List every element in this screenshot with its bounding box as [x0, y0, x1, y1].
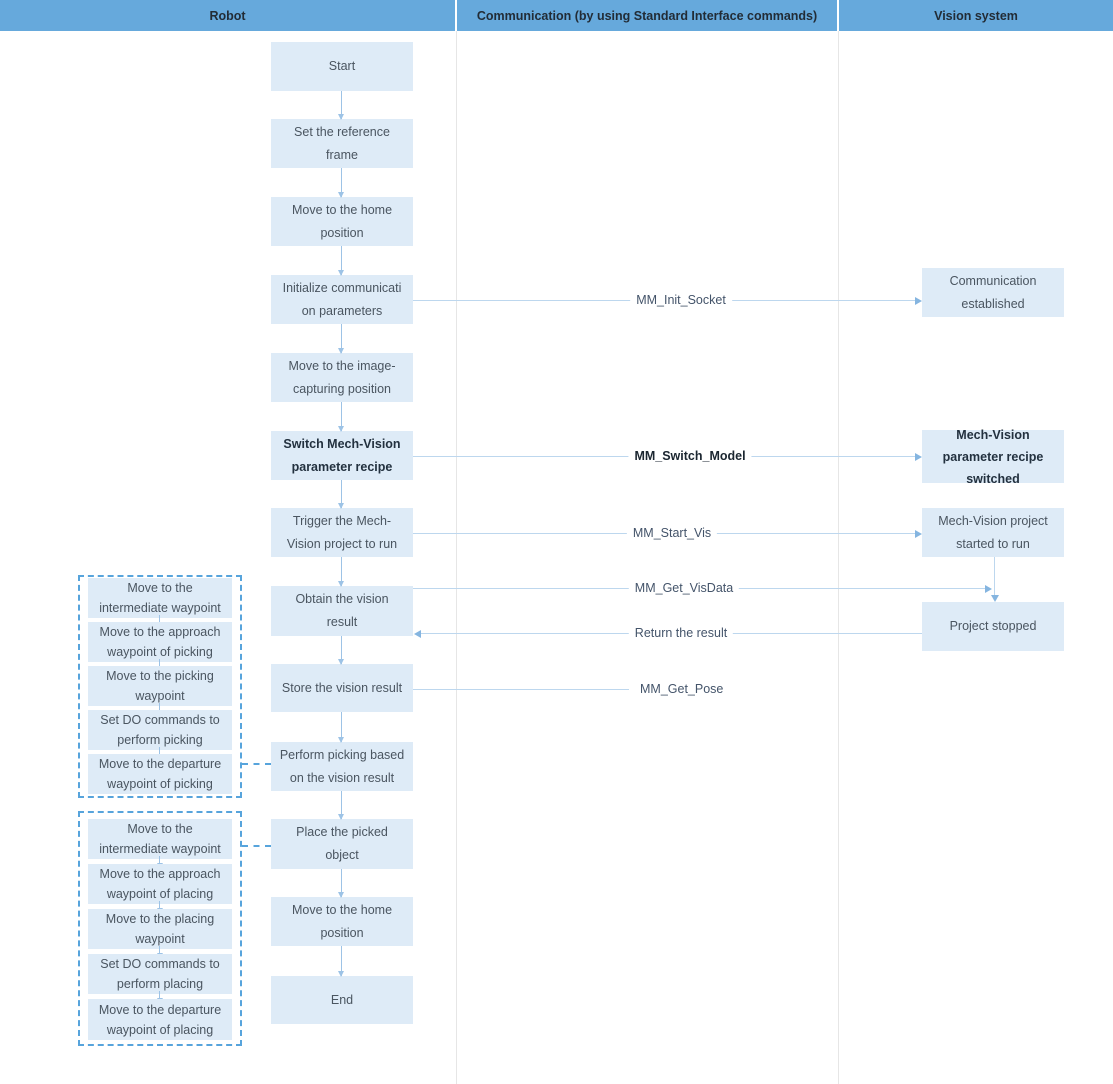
arrow-down-icon — [156, 901, 163, 913]
lane-divider-left — [456, 31, 457, 1084]
flow-node-start: Start — [271, 42, 413, 91]
flow-node-move-home-2: Move to the home position — [271, 897, 413, 946]
arrow-down-icon — [156, 946, 163, 958]
comm-label-mm-get-pose: MM_Get_Pose — [634, 682, 730, 696]
dashed-connector-placing — [242, 845, 271, 847]
vision-node-communication-established: Communication established — [922, 268, 1064, 317]
arrow-down-icon — [338, 712, 344, 743]
flow-node-init-communication: Initialize communicati on parameters — [271, 275, 413, 324]
arrow-down-icon — [338, 324, 344, 354]
picking-step-set-do-commands: Set DO commands to perform picking — [88, 710, 232, 750]
comm-label-return-result: Return the result — [628, 626, 734, 640]
arrow-down-icon — [338, 636, 344, 665]
flow-node-set-reference-frame: Set the reference frame — [271, 119, 413, 168]
arrow-down-icon — [338, 246, 344, 276]
arrow-down-icon — [338, 91, 344, 120]
lane-header-robot-label: Robot — [209, 8, 246, 23]
arrow-down-icon — [338, 168, 344, 198]
comm-label-mm-switch-model: MM_Switch_Model — [628, 449, 752, 463]
arrow-down-icon — [338, 791, 344, 820]
placing-step-departure-waypoint: Move to the departure waypoint of placin… — [88, 999, 232, 1040]
arrow-down-icon — [338, 946, 344, 977]
arrow-down-icon — [156, 856, 163, 868]
picking-step-picking-waypoint: Move to the picking waypoint — [88, 666, 232, 706]
placing-step-set-do-commands: Set DO commands to perform placing — [88, 954, 232, 994]
comm-label-mm-get-visdata: MM_Get_VisData — [628, 581, 740, 595]
flow-node-switch-recipe: Switch Mech-Vision parameter recipe — [271, 431, 413, 480]
comm-label-mm-init-socket: MM_Init_Socket — [630, 293, 732, 307]
arrow-down-icon — [990, 557, 999, 602]
vision-node-project-started: Mech-Vision project started to run — [922, 508, 1064, 557]
flow-node-place-object: Place the picked object — [271, 819, 413, 869]
flow-node-store-vision-result: Store the vision result — [271, 664, 413, 712]
lane-header-vision-system-label: Vision system — [934, 8, 1018, 23]
flow-node-move-image-capturing: Move to the image- capturing position — [271, 353, 413, 402]
picking-step-departure-waypoint: Move to the departure waypoint of pickin… — [88, 754, 232, 794]
picking-step-intermediate-waypoint: Move to the intermediate waypoint — [88, 578, 232, 618]
comm-label-mm-start-vis: MM_Start_Vis — [626, 526, 718, 540]
lane-header-communication-label: Communication (by using Standard Interfa… — [476, 8, 818, 23]
arrow-down-icon — [338, 480, 344, 509]
dashed-connector-picking — [242, 763, 271, 765]
flow-node-end: End — [271, 976, 413, 1024]
flow-node-perform-picking: Perform picking based on the vision resu… — [271, 742, 413, 791]
placing-step-placing-waypoint: Move to the placing waypoint — [88, 909, 232, 949]
lane-divider-right — [838, 31, 839, 1084]
placing-step-intermediate-waypoint: Move to the intermediate waypoint — [88, 819, 232, 859]
arrow-down-icon — [156, 991, 163, 1003]
lane-header-vision-system: Vision system — [839, 0, 1113, 31]
lane-header-robot: Robot — [0, 0, 455, 31]
lane-header-communication: Communication (by using Standard Interfa… — [457, 0, 837, 31]
comm-line-mm-get-pose — [413, 689, 629, 690]
vision-node-recipe-switched: Mech-Vision parameter recipe switched — [922, 428, 1064, 486]
flow-node-obtain-vision-result: Obtain the vision result — [271, 586, 413, 636]
placing-step-approach-waypoint: Move to the approach waypoint of placing — [88, 864, 232, 904]
picking-step-approach-waypoint: Move to the approach waypoint of picking — [88, 622, 232, 662]
flow-node-move-home-1: Move to the home position — [271, 197, 413, 246]
arrow-down-icon — [338, 557, 344, 587]
dashed-group-placing: Move to the intermediate waypoint Move t… — [78, 811, 242, 1046]
vision-node-project-stopped: Project stopped — [922, 602, 1064, 651]
dashed-group-picking: Move to the intermediate waypoint Move t… — [78, 575, 242, 798]
flow-node-trigger-project: Trigger the Mech- Vision project to run — [271, 508, 413, 557]
arrow-down-icon — [338, 402, 344, 432]
arrow-down-icon — [338, 869, 344, 898]
